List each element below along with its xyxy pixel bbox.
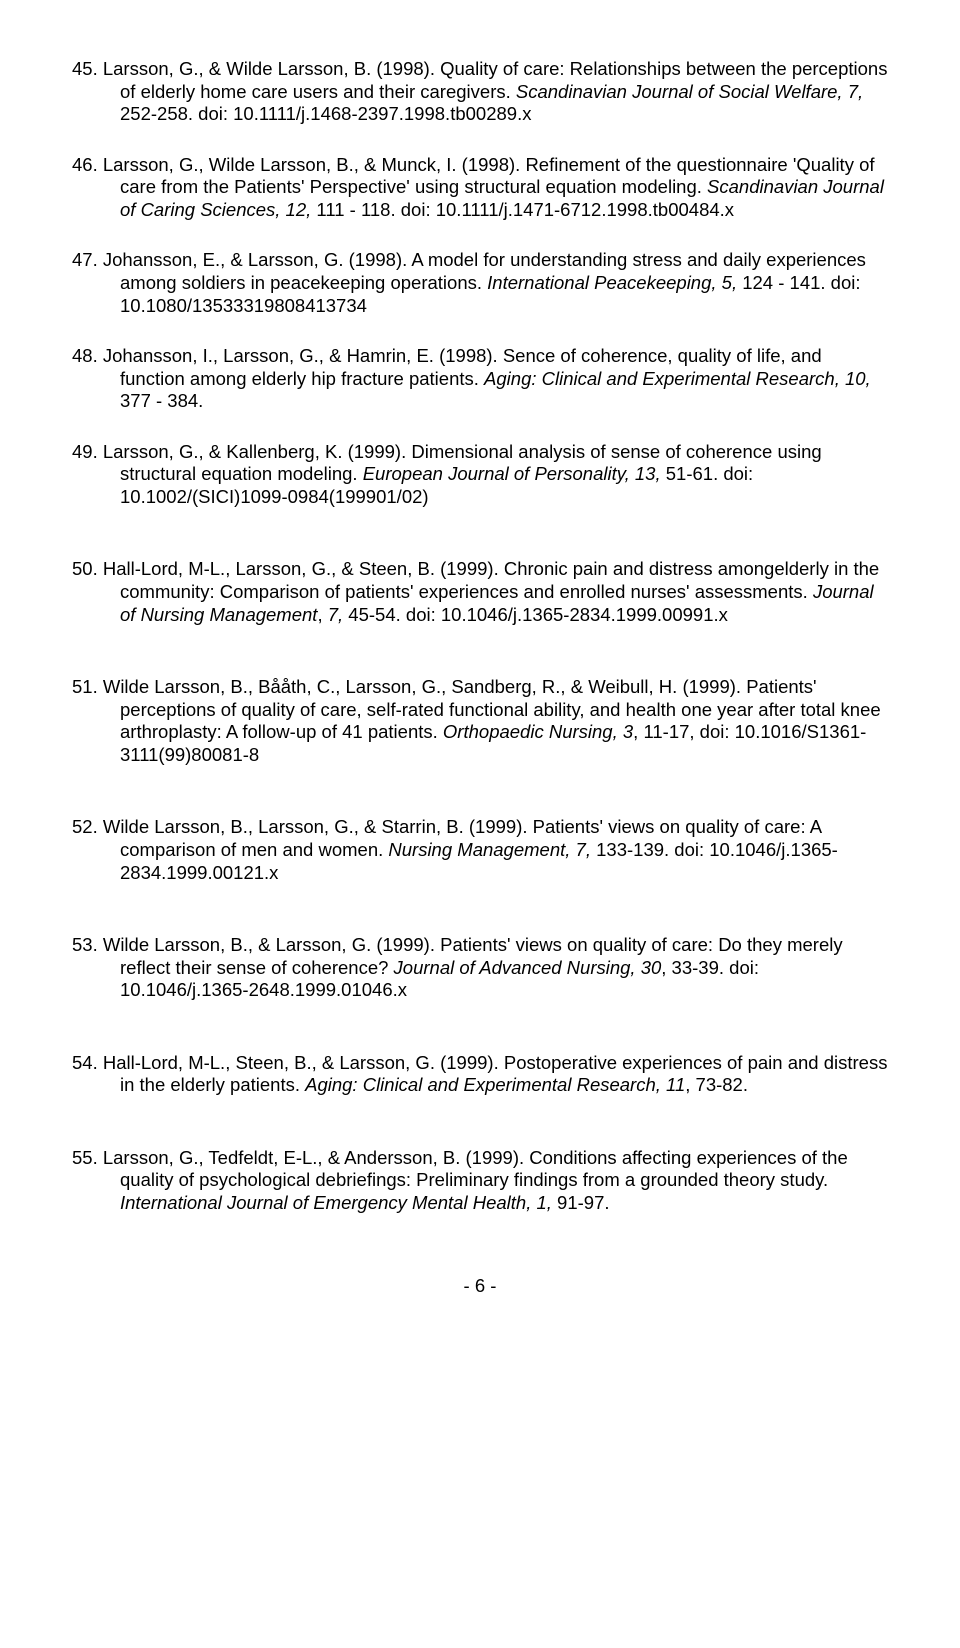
reference-journal: Orthopaedic Nursing, 3 xyxy=(443,721,633,742)
reference-item: 55. Larsson, G., Tedfeldt, E-L., & Ander… xyxy=(72,1147,888,1215)
reference-number: 48. xyxy=(72,345,103,366)
reference-rest: 45-54. doi: 10.1046/j.1365-2834.1999.009… xyxy=(343,604,728,625)
reference-number: 51. xyxy=(72,676,103,697)
reference-rest: , xyxy=(317,604,327,625)
reference-item: 47. Johansson, E., & Larsson, G. (1998).… xyxy=(72,249,888,317)
reference-item: 54. Hall-Lord, M-L., Steen, B., & Larsso… xyxy=(72,1052,888,1097)
reference-rest: , 73-82. xyxy=(685,1074,748,1095)
reference-item: 52. Wilde Larsson, B., Larsson, G., & St… xyxy=(72,816,888,884)
reference-item: 45. Larsson, G., & Wilde Larsson, B. (19… xyxy=(72,58,888,126)
page-number: - 6 - xyxy=(72,1275,888,1298)
reference-item: 46. Larsson, G., Wilde Larsson, B., & Mu… xyxy=(72,154,888,222)
reference-item: 51. Wilde Larsson, B., Bååth, C., Larsso… xyxy=(72,676,888,766)
reference-journal: European Journal of Personality, 13, xyxy=(363,463,661,484)
reference-item: 53. Wilde Larsson, B., & Larsson, G. (19… xyxy=(72,934,888,1002)
reference-text: Larsson, G., Tedfeldt, E-L., & Andersson… xyxy=(103,1147,848,1191)
reference-number: 45. xyxy=(72,58,103,79)
reference-text: Hall-Lord, M-L., Larsson, G., & Steen, B… xyxy=(103,558,879,602)
reference-item: 50. Hall-Lord, M-L., Larsson, G., & Stee… xyxy=(72,558,888,626)
reference-journal: Aging: Clinical and Experimental Researc… xyxy=(305,1074,685,1095)
reference-number: 55. xyxy=(72,1147,103,1168)
reference-journal: Nursing Management, 7, xyxy=(388,839,591,860)
reference-journal: Aging: Clinical and Experimental Researc… xyxy=(484,368,871,389)
reference-journal: 7, xyxy=(328,604,343,625)
reference-item: 48. Johansson, I., Larsson, G., & Hamrin… xyxy=(72,345,888,413)
reference-number: 46. xyxy=(72,154,103,175)
reference-number: 50. xyxy=(72,558,103,579)
reference-rest: 252-258. doi: 10.1111/j.1468-2397.1998.t… xyxy=(120,103,531,124)
reference-number: 47. xyxy=(72,249,103,270)
reference-rest: 91-97. xyxy=(552,1192,610,1213)
reference-journal: Scandinavian Journal of Social Welfare, … xyxy=(516,81,863,102)
reference-rest: 377 - 384. xyxy=(120,390,203,411)
reference-number: 54. xyxy=(72,1052,103,1073)
reference-journal: International Journal of Emergency Menta… xyxy=(120,1192,552,1213)
reference-number: 52. xyxy=(72,816,103,837)
reference-rest: 111 - 118. doi: 10.1111/j.1471-6712.1998… xyxy=(311,199,734,220)
reference-journal: Journal of Advanced Nursing, 30 xyxy=(394,957,662,978)
reference-number: 49. xyxy=(72,441,103,462)
reference-number: 53. xyxy=(72,934,103,955)
reference-journal: International Peacekeeping, 5, xyxy=(487,272,737,293)
reference-item: 49. Larsson, G., & Kallenberg, K. (1999)… xyxy=(72,441,888,509)
